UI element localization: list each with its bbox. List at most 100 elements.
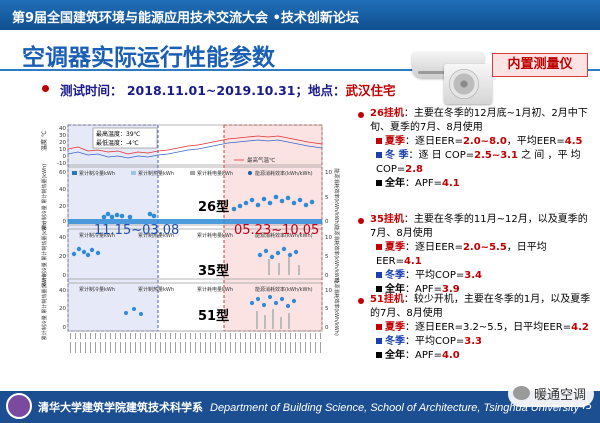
- data-point: [151, 213, 157, 219]
- data-point: [293, 249, 299, 255]
- unit26-points: [101, 194, 315, 220]
- square-bullet-icon: [376, 151, 382, 158]
- unit35-ytick: 20: [59, 254, 66, 260]
- unit26-ytick: 40: [59, 187, 66, 193]
- data-point: [132, 307, 136, 311]
- unit26-ytick-right: 0: [325, 219, 329, 225]
- winter-cop-avg: 2.8: [405, 164, 423, 175]
- winter-26: 冬 季：逐 日 COP=2.5~3.1 之 间 ，平 均 COP=2.8: [370, 149, 592, 177]
- unit35-ylabel-left: 累计制冷量 累计制热量(kWh): [41, 221, 48, 288]
- data-point: [281, 246, 287, 252]
- data-point: [255, 296, 261, 302]
- data-point: [105, 211, 111, 217]
- min-temp-line: [67, 139, 323, 159]
- bullet-icon: [42, 85, 49, 92]
- data-point: [267, 200, 273, 206]
- data-point: [243, 200, 249, 206]
- footer-text: 清华大学建筑学院建筑技术科学系 Department of Building S…: [38, 399, 579, 415]
- summer-label: 夏季: [385, 136, 405, 147]
- bullet-icon: [358, 218, 364, 224]
- temp-ytick: 40: [59, 126, 66, 132]
- data-point: [279, 296, 285, 302]
- university-seal-icon: [6, 393, 32, 419]
- legend-swatch-power: [190, 171, 195, 175]
- unit51-ytick-right: 0: [325, 325, 329, 331]
- winter-text: ：平均COP=: [405, 336, 465, 347]
- winter-cop-avg: 3.3: [464, 336, 482, 347]
- footer-en: Department of Building Science, School o…: [210, 402, 580, 414]
- outdoor-unit-image: [444, 64, 492, 104]
- data-bar: [280, 317, 282, 329]
- data-point: [81, 249, 87, 255]
- summer-eer-avg: 4.1: [403, 256, 422, 267]
- data-point: [287, 252, 293, 258]
- annual-35: 全年：APF=3.9: [370, 283, 592, 297]
- unit51-ylabel-left: 累计制冷量 累计制热量(kWh): [41, 274, 48, 341]
- max-temp-label: 最高温度：39℃: [96, 130, 141, 138]
- unit26-ytick-right: 5: [325, 195, 329, 201]
- temp-ytick: 30: [59, 133, 66, 139]
- winter-period-area: [67, 124, 159, 332]
- winter-label: 冬 季: [385, 150, 409, 161]
- data-point: [101, 214, 107, 220]
- data-point: [231, 206, 237, 212]
- summer-eer-avg: 4.5: [564, 136, 583, 147]
- x-axis-date-strip: [68, 333, 322, 353]
- data-point: [124, 311, 128, 315]
- unit26-baseline: [68, 219, 322, 224]
- unit26-ytick-right: 10: [325, 170, 332, 176]
- summer-text: ：逐日EER=3.2~5.5，日平均EER=: [405, 322, 572, 333]
- data-point: [89, 247, 95, 253]
- winter-cop-avg: 3.4: [464, 270, 482, 281]
- data-point: [285, 195, 291, 201]
- temp-ytick: -10: [57, 161, 66, 167]
- unit35-ylabel-right: 能源消耗效率(kWh/kWh): [333, 225, 340, 283]
- unit26-ytick: 0: [63, 219, 67, 225]
- data-point: [71, 251, 77, 257]
- test-time: 测试时间： 2018.11.01~2019.10.31；地点：: [60, 83, 346, 98]
- winter-text: ：平均COP=: [405, 270, 465, 281]
- data-bar: [268, 259, 270, 275]
- min-temp-label: 最低温度：-4℃: [96, 139, 139, 147]
- temp-panel: [67, 124, 323, 166]
- data-point: [85, 252, 91, 258]
- data-point: [269, 254, 275, 260]
- data-point: [109, 214, 115, 220]
- summer-26: 夏季：逐日EER=2.0~8.0，平均EER=4.5: [370, 135, 592, 149]
- summer-eer-range: 2.0~5.5: [462, 242, 507, 253]
- summer-label: 夏季: [385, 322, 405, 333]
- unit35-ytick-right: 10: [325, 235, 332, 241]
- x-axis-labels: [68, 333, 322, 353]
- square-bullet-icon: [376, 137, 382, 144]
- bullet-icon: [358, 298, 364, 304]
- unit51-ylabel-right: 能源消耗效率(kWh/kWh): [333, 278, 340, 336]
- annual-text: ：APF=: [405, 350, 443, 361]
- model-51-desc: ：较少开机，主要在冬季的1月，以及夏季的7月、8月使用: [370, 294, 591, 319]
- max-temp-line: [67, 135, 323, 155]
- temp-ylabel: 温度 ℃: [40, 130, 48, 151]
- winter-35: 冬季：平均COP=3.4: [370, 269, 592, 283]
- square-bullet-icon: [376, 179, 382, 186]
- data-bar: [288, 257, 290, 275]
- data-point: [237, 203, 243, 209]
- data-point: [273, 300, 279, 306]
- square-bullet-icon: [376, 271, 382, 278]
- square-bullet-icon: [376, 285, 382, 292]
- unit35-points: [71, 246, 299, 260]
- model-26-label: 26型: [198, 200, 230, 215]
- unit51-ytick-right: 10: [325, 288, 332, 294]
- annual-apf: 4.0: [442, 350, 460, 361]
- data-bar: [272, 309, 274, 329]
- unit51-ytick: 0: [63, 325, 67, 331]
- data-bar: [298, 265, 300, 275]
- data-point: [147, 211, 153, 217]
- data-point: [261, 302, 267, 308]
- unit51-bars: [256, 309, 290, 329]
- unit35-legend-efficiency: 能源消耗效率(kWh/kWh): [255, 232, 313, 239]
- annual-apf: 4.1: [442, 178, 460, 189]
- unit26-legend-power: 累计耗电量kWh: [197, 170, 233, 177]
- measurement-badge: 内置测量仪: [492, 53, 588, 77]
- unit26-legend-efficiency: 能源消耗效率(kWh/kWh): [255, 170, 313, 177]
- summer-text: ：逐日EER=: [405, 242, 463, 253]
- unit26-legend-heating: 累计制热量kWh: [138, 170, 174, 177]
